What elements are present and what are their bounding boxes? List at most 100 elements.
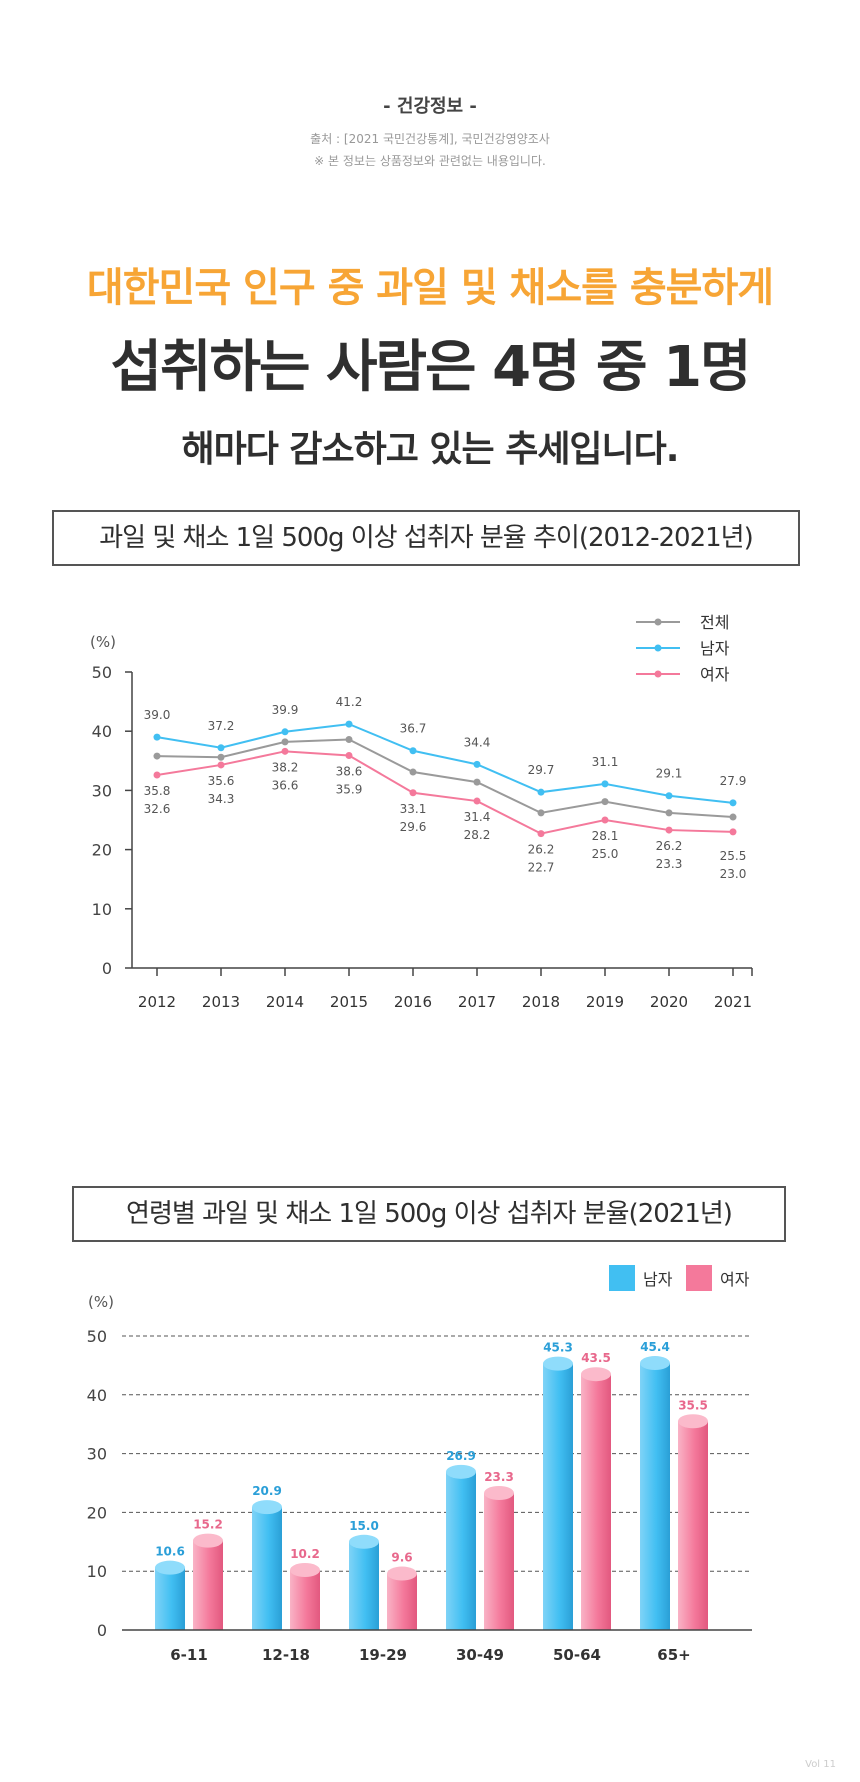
data-label-total: 35.6 — [208, 774, 235, 788]
bar-chart: (%) 0 10 20 30 40 50 10.6 15.2 6-11 20.9 10.2 12-18 1… — [87, 1265, 752, 1664]
headline-line-3: 해마다 감소하고 있는 추세입니다. — [181, 429, 680, 470]
data-point-전체 — [409, 768, 417, 776]
bar-male — [155, 1567, 185, 1630]
data-point-전체 — [345, 735, 353, 743]
x-tick-label: 2013 — [202, 993, 240, 1011]
y-tick-label: 20 — [92, 841, 112, 860]
x-tick-label: 2016 — [394, 993, 432, 1011]
legend-marker-여자 — [654, 670, 662, 678]
data-label-male: 27.9 — [720, 774, 747, 788]
data-label-female: 35.5 — [678, 1398, 708, 1412]
bar-female — [193, 1540, 223, 1630]
data-label-female: 10.2 — [290, 1547, 320, 1561]
x-tick-label: 2018 — [522, 993, 560, 1011]
data-point-남자 — [537, 788, 545, 796]
legend-label-여자: 여자 — [700, 665, 730, 684]
data-label-total: 26.2 — [656, 839, 683, 853]
data-point-여자 — [601, 816, 609, 824]
data-label-male: 31.1 — [592, 755, 619, 769]
y-tick-label: 50 — [87, 1327, 107, 1346]
legend-label-female: 여자 — [720, 1270, 750, 1289]
x-tick-label: 2021 — [714, 993, 752, 1011]
legend-swatch-male — [609, 1265, 635, 1291]
data-label-total: 28.1 — [592, 829, 619, 843]
bar-cap-female — [193, 1533, 223, 1548]
bar-male — [446, 1471, 476, 1630]
x-tick-label: 50-64 — [553, 1646, 601, 1664]
headline-line-1: 대한민국 인구 중 과일 및 채소를 충분하게 — [86, 265, 774, 311]
y-tick-label: 40 — [92, 722, 112, 741]
notice-text: ※ 본 정보는 상품정보와 관련없는 내용입니다. — [314, 154, 546, 168]
x-tick-label: 12-18 — [262, 1646, 310, 1664]
y-axis-label: (%) — [90, 633, 116, 651]
data-label-male: 36.7 — [400, 722, 427, 736]
data-label-female: 43.5 — [581, 1351, 611, 1365]
bar-female — [290, 1570, 320, 1630]
bar-cap-male — [349, 1534, 379, 1549]
data-point-남자 — [473, 760, 481, 768]
bar-male — [252, 1507, 282, 1630]
bar-chart-title: 연령별 과일 및 채소 1일 500g 이상 섭취자 분율(2021년) — [72, 1186, 786, 1242]
y-tick-label: 50 — [92, 663, 112, 682]
data-label-female: 29.6 — [400, 820, 427, 834]
data-label-male: 15.0 — [349, 1519, 379, 1533]
data-label-total: 38.6 — [336, 764, 363, 778]
x-tick-label: 19-29 — [359, 1646, 407, 1664]
data-label-total: 38.2 — [272, 760, 299, 774]
data-label-total: 35.8 — [144, 784, 171, 798]
x-tick-label: 2020 — [650, 993, 688, 1011]
data-label-female: 36.6 — [272, 778, 299, 792]
bar-female — [678, 1421, 708, 1630]
x-tick-label: 2019 — [586, 993, 624, 1011]
y-tick-label: 10 — [87, 1562, 107, 1581]
bar-cap-female — [581, 1367, 611, 1382]
data-label-female: 23.0 — [720, 867, 747, 881]
legend-swatch-female — [686, 1265, 712, 1291]
data-point-남자 — [409, 747, 417, 755]
data-label-male: 39.0 — [144, 708, 171, 722]
data-label-female: 35.9 — [336, 782, 363, 796]
data-point-여자 — [409, 789, 417, 797]
legend-marker-전체 — [654, 618, 662, 626]
data-point-전체 — [153, 752, 161, 760]
data-point-남자 — [601, 780, 609, 788]
bar-female — [387, 1573, 417, 1630]
y-tick-label: 30 — [87, 1445, 107, 1464]
legend-label-전체: 전체 — [700, 613, 729, 632]
data-point-여자 — [345, 751, 353, 759]
bar-male — [349, 1541, 379, 1630]
x-tick-label: 30-49 — [456, 1646, 504, 1664]
y-tick-label: 0 — [97, 1621, 107, 1640]
y-tick-label: 30 — [92, 781, 112, 800]
data-label-female: 25.0 — [592, 847, 619, 861]
data-label-total: 26.2 — [528, 843, 555, 857]
data-label-female: 9.6 — [391, 1551, 412, 1565]
bar-cap-male — [640, 1356, 670, 1371]
y-tick-label: 10 — [92, 900, 112, 919]
y-tick-label: 20 — [87, 1503, 107, 1522]
bar-male — [640, 1363, 670, 1630]
data-label-female: 28.2 — [464, 828, 491, 842]
x-tick-label: 65+ — [657, 1646, 690, 1664]
bar-cap-male — [543, 1356, 573, 1371]
data-label-female: 34.3 — [208, 792, 235, 806]
data-point-여자 — [281, 747, 289, 755]
y-tick-label: 40 — [87, 1386, 107, 1405]
data-label-male: 29.1 — [656, 767, 683, 781]
x-tick-label: 2017 — [458, 993, 496, 1011]
data-label-male: 10.6 — [155, 1545, 185, 1559]
data-point-전체 — [601, 798, 609, 806]
bar-cap-female — [387, 1566, 417, 1581]
bar-cap-male — [446, 1464, 476, 1479]
section-label: - 건강정보 - — [383, 96, 477, 117]
bar-cap-female — [484, 1485, 514, 1500]
data-label-total: 33.1 — [400, 802, 427, 816]
headline-line-2: 섭취하는 사람은 4명 중 1명 — [110, 335, 751, 400]
data-point-전체 — [281, 738, 289, 746]
data-point-여자 — [537, 830, 545, 838]
bar-cap-male — [252, 1500, 282, 1515]
data-point-여자 — [729, 828, 737, 836]
data-point-남자 — [729, 799, 737, 807]
series-line-남자 — [156, 723, 734, 804]
data-label-male: 26.9 — [446, 1449, 476, 1463]
